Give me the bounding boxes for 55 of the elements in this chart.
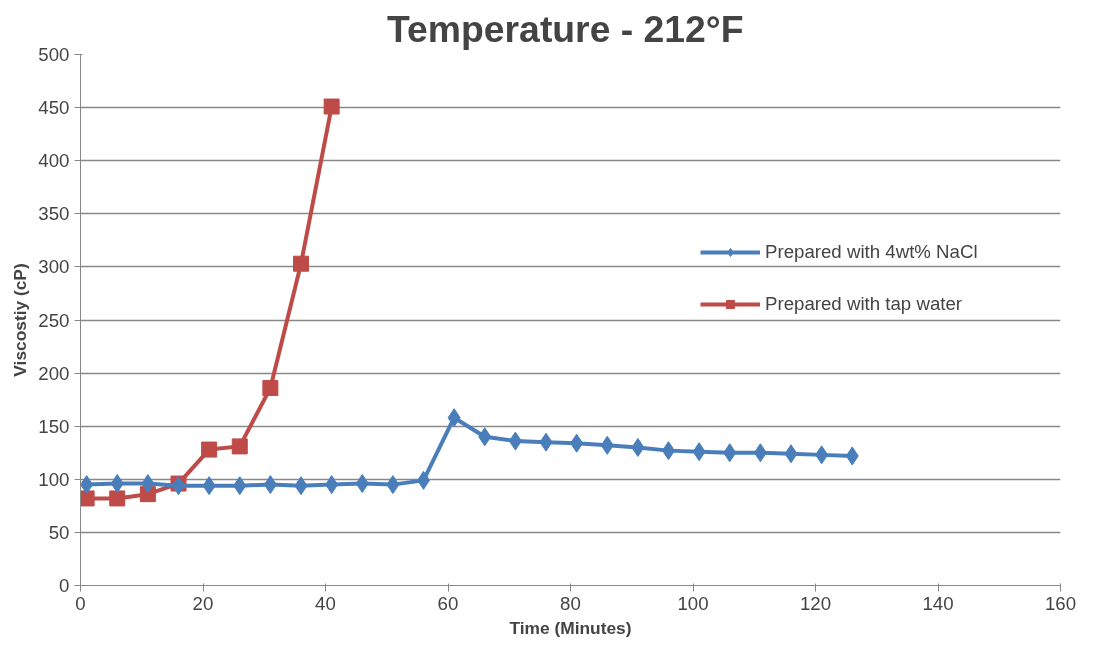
point [202, 476, 216, 496]
y-tick-label: 500 [38, 44, 70, 65]
legend-label: Prepared with tap water [765, 293, 963, 315]
point [478, 427, 492, 447]
y-tick-label: 300 [38, 256, 70, 278]
point [110, 474, 124, 494]
y-tick-label: 250 [38, 309, 70, 331]
point [263, 475, 277, 495]
y-axis-title: Viscostiy (cP) [10, 263, 31, 377]
x-tick-label: 60 [437, 592, 459, 614]
point [231, 438, 248, 455]
x-axis-title: Time (Minutes) [509, 617, 632, 638]
y-tick-label: 200 [38, 362, 70, 384]
point [447, 408, 461, 428]
point [355, 474, 369, 494]
point [80, 475, 94, 495]
point [692, 442, 706, 462]
point [80, 490, 95, 507]
x-tick-label: 40 [315, 592, 336, 614]
x-tick-label: 140 [922, 592, 954, 614]
x-tick-label: 120 [799, 592, 832, 614]
y-tick-label: 100 [38, 468, 70, 490]
point [141, 474, 155, 494]
point [570, 433, 584, 453]
point [294, 476, 308, 496]
y-tick-label: 0 [59, 575, 70, 596]
y-tick-label: 150 [38, 415, 70, 437]
point [784, 444, 798, 464]
point [109, 490, 126, 507]
point [201, 441, 218, 458]
point [753, 443, 767, 463]
legend-label: Prepared with 4wt% NaCl [765, 241, 978, 263]
x-tick-label: 80 [560, 592, 581, 614]
point [815, 445, 829, 465]
point [293, 255, 309, 272]
y-tick-label: 50 [48, 521, 70, 543]
point [323, 98, 340, 115]
point [325, 475, 339, 495]
point [233, 476, 247, 496]
x-tick-label: 160 [1044, 592, 1077, 614]
point [386, 475, 400, 495]
point [508, 431, 522, 451]
point [262, 379, 279, 396]
point [600, 435, 614, 455]
chart-title: Temperature - 212°F [387, 7, 744, 50]
y-tick-label: 400 [38, 150, 70, 172]
x-tick-label: 20 [192, 592, 214, 614]
x-tick-label: 0 [75, 592, 86, 614]
point [539, 432, 553, 452]
point [845, 446, 859, 466]
x-tick-label: 100 [677, 592, 709, 614]
point [631, 437, 645, 457]
y-tick-label: 450 [38, 97, 70, 119]
point [723, 443, 737, 463]
y-tick-label: 350 [38, 203, 70, 225]
